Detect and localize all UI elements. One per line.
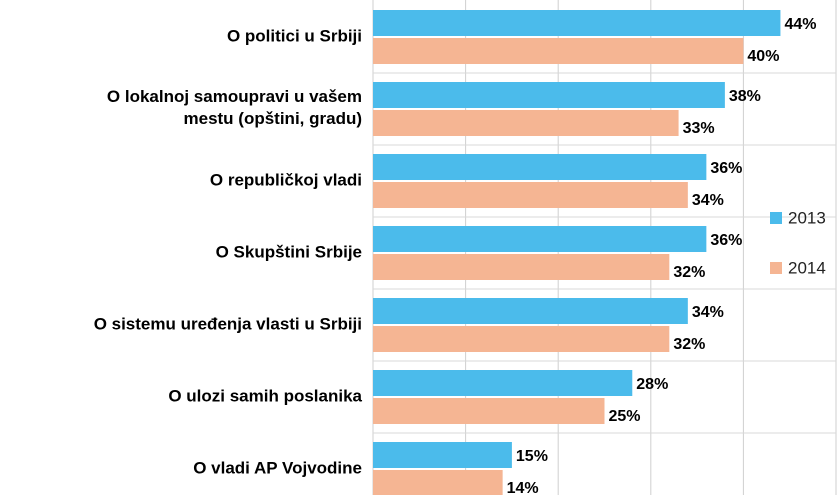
bar — [373, 398, 605, 424]
bar — [373, 110, 679, 136]
bar — [373, 182, 688, 208]
category-label: O ulozi samih poslanika — [168, 386, 362, 405]
value-label: 38% — [729, 88, 761, 105]
value-label: 28% — [636, 376, 668, 393]
legend-label: 2013 — [788, 208, 826, 227]
value-label: 36% — [710, 232, 742, 249]
value-label: 14% — [507, 480, 539, 495]
legend-swatch — [770, 212, 782, 224]
bar — [373, 370, 633, 396]
value-label: 34% — [692, 192, 724, 209]
category-label: O lokalnoj samoupravi u vašem mestu (opšt… — [107, 87, 362, 128]
value-label: 25% — [609, 408, 641, 425]
bar — [373, 298, 688, 324]
value-label: 36% — [710, 160, 742, 177]
value-label: 40% — [747, 48, 779, 65]
category-label: O republičkoj vladi — [210, 170, 362, 189]
bar — [373, 442, 512, 468]
category-label: O Skupštini Srbije — [216, 242, 362, 261]
value-label: 44% — [784, 16, 816, 33]
bar — [373, 154, 707, 180]
category-label: O vladi AP Vojvodine — [193, 458, 362, 477]
bar — [373, 326, 670, 352]
value-label: 33% — [683, 120, 715, 137]
bar — [373, 10, 781, 36]
bar — [373, 226, 707, 252]
legend-swatch — [770, 262, 782, 274]
value-label: 15% — [516, 448, 548, 465]
bar — [373, 82, 725, 108]
value-label: 32% — [673, 264, 705, 281]
bar — [373, 38, 744, 64]
category-label: O sistemu uređenja vlasti u Srbiji — [94, 314, 362, 333]
bar — [373, 254, 670, 280]
value-label: 32% — [673, 336, 705, 353]
value-label: 34% — [692, 304, 724, 321]
legend-label: 2014 — [788, 258, 826, 277]
category-label: O politici u Srbiji — [227, 26, 362, 45]
bar — [373, 470, 503, 495]
